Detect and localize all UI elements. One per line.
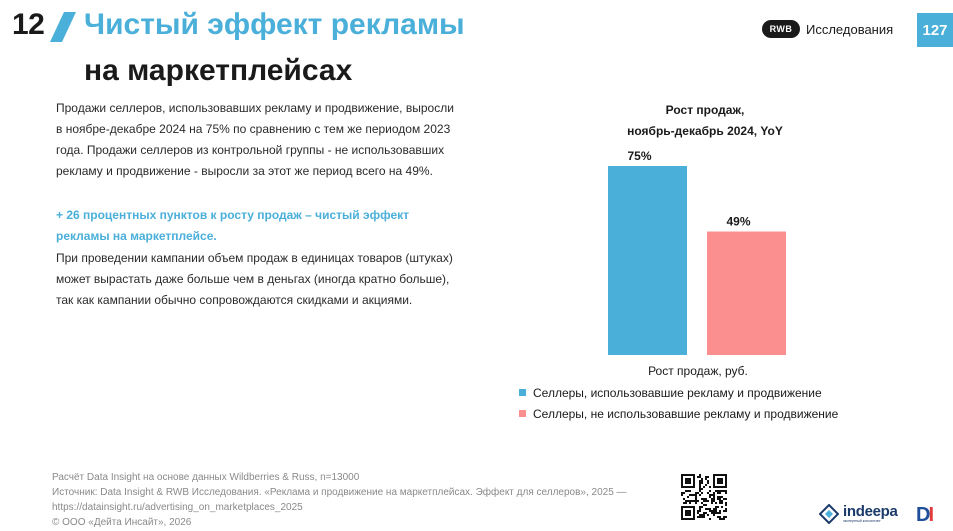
page-number-badge: 127 (917, 13, 953, 47)
category-label: Рост продаж, руб. (648, 364, 748, 378)
highlight-paragraph: + 26 процентных пунктов к росту продаж –… (56, 208, 410, 243)
body-paragraph-3: При проведении кампании объем продаж в е… (56, 251, 453, 307)
brand: RWB Исследования (762, 20, 893, 38)
bar-without-ads (707, 231, 786, 355)
legend-swatch-with-ads (519, 389, 526, 396)
legend-item-with-ads: Селлеры, использовавшие рекламу и продви… (519, 382, 838, 403)
footer-source: Расчёт Data Insight на основе данных Wil… (52, 470, 627, 530)
indeepa-mark-icon (819, 504, 839, 524)
data-label-with-ads: 75% (628, 149, 652, 163)
footer-line-2: Источник: Data Insight & RWB Исследовани… (52, 487, 627, 498)
slash-decoration-icon (50, 12, 76, 42)
indeepa-logo: indeepa экспертный консалтинг (819, 504, 898, 524)
rwb-logo: RWB (762, 20, 800, 38)
bar-chart: 75% 49% (608, 149, 786, 355)
footer-copyright: © ООО «Дейта Инсайт», 2026 (52, 517, 192, 528)
chart-title-line2: ноябрь-декабрь 2024, YoY (627, 124, 783, 138)
indeepa-subtitle: экспертный консалтинг (843, 519, 881, 524)
di-logo-i: I (928, 504, 933, 526)
footer-link[interactable]: https://datainsight.ru/advertising_on_ma… (52, 502, 303, 513)
brand-text: Исследования (806, 21, 894, 37)
qr-code-icon[interactable] (681, 474, 727, 520)
page-title-line1: Чистый эффект рекламы (84, 8, 465, 41)
chart-title: Рост продаж, ноябрь-декабрь 2024, YoY (590, 100, 820, 142)
data-label-without-ads: 49% (727, 215, 751, 229)
chart-legend: Селлеры, использовавшие рекламу и продви… (519, 382, 838, 424)
bar-with-ads (608, 166, 687, 355)
footer-line-1: Расчёт Data Insight на основе данных Wil… (52, 472, 360, 483)
legend-swatch-without-ads (519, 410, 526, 417)
legend-label-with-ads: Селлеры, использовавшие рекламу и продви… (533, 385, 822, 400)
chart-title-line1: Рост продаж, (665, 103, 745, 117)
di-logo-d: D (916, 504, 931, 526)
legend-label-without-ads: Селлеры, не использовавшие рекламу и про… (533, 406, 839, 421)
legend-item-without-ads: Селлеры, не использовавшие рекламу и про… (519, 403, 838, 424)
page-title-line2: на маркетплейсах (84, 54, 353, 87)
body-paragraph-1: Продажи селлеров, использовавших рекламу… (56, 101, 454, 178)
indeepa-wordmark: indeepa (843, 503, 898, 521)
data-insight-logo: DI (916, 504, 934, 527)
slide-number: 12 (12, 8, 45, 41)
